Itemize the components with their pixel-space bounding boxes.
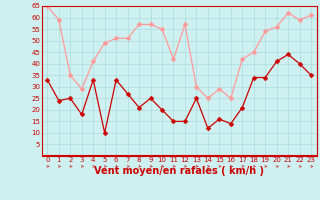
X-axis label: Vent moyen/en rafales ( km/h ): Vent moyen/en rafales ( km/h ) — [94, 166, 264, 176]
